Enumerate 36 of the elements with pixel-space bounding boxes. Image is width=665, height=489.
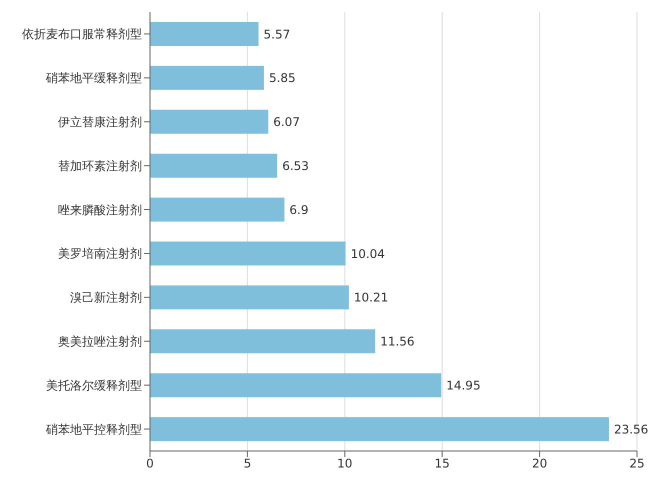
data-label: 23.56: [614, 422, 648, 436]
y-tick-label: 依折麦布口服常释剂型: [22, 27, 142, 42]
x-tick-label: 0: [146, 456, 154, 471]
x-tick-label: 5: [244, 456, 252, 471]
data-label: 5.57: [264, 27, 290, 42]
y-tick-label: 伊立替康注射剂: [58, 115, 142, 130]
y-tick-label: 奥美拉唑注射剂: [58, 334, 142, 349]
data-label: 11.56: [380, 334, 415, 349]
bar: [150, 285, 349, 310]
data-label: 6.9: [289, 202, 309, 217]
y-tick-label: 唑来膦酸注射剂: [58, 202, 142, 217]
bar: [150, 329, 376, 354]
x-tick-label: 15: [434, 456, 450, 471]
x-tick-label: 25: [629, 456, 645, 471]
data-label: 6.07: [273, 115, 300, 130]
bar: [150, 417, 609, 442]
bar: [150, 198, 284, 222]
x-tick-label: 10: [337, 456, 352, 471]
bar: [150, 154, 278, 178]
data-label: 10.04: [350, 246, 385, 261]
y-tick-label: 硝苯地平缓释剂型: [45, 71, 142, 86]
y-tick-label: 溴己新注射剂: [70, 290, 142, 305]
data-label: 6.53: [282, 158, 309, 173]
data-label: 10.21: [354, 290, 388, 305]
bar: [150, 242, 346, 266]
bar: [150, 373, 442, 398]
y-tick-label: 美罗培南注射剂: [58, 246, 142, 261]
data-label: 5.85: [268, 71, 296, 86]
y-tick-label: 替加环素注射剂: [58, 158, 142, 173]
data-label: 14.95: [446, 378, 481, 392]
x-tick-label: 20: [532, 456, 548, 471]
bar: [150, 110, 268, 134]
y-tick-label: 硝苯地平控释剂型: [45, 422, 142, 436]
bar: [150, 66, 264, 90]
y-tick-label: 美托洛尔缓释剂型: [46, 378, 142, 392]
bar: [150, 22, 259, 46]
